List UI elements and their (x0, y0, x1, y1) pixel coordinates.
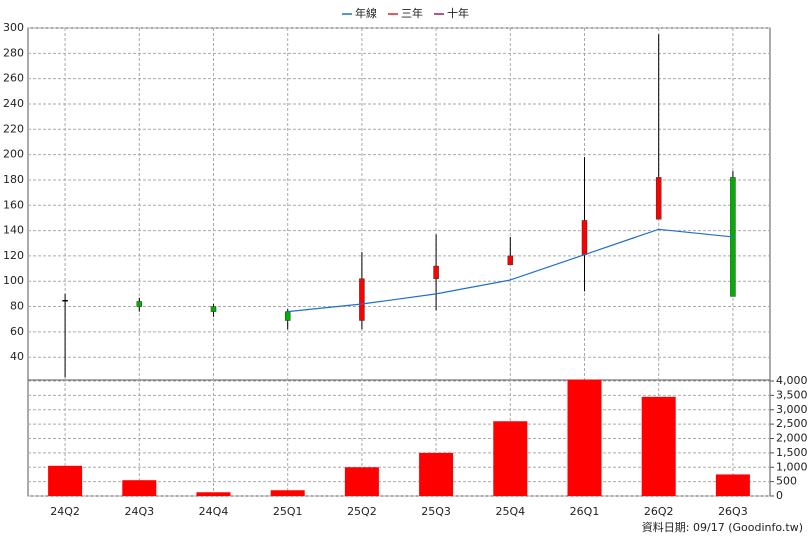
candle-body (136, 301, 143, 307)
x-tick-label: 25Q2 (347, 505, 377, 518)
y2-tick-label: 2,000 (776, 432, 808, 445)
volume-bar (122, 480, 157, 496)
y2-tick-label: 1,000 (776, 460, 808, 473)
x-tick-label: 26Q3 (718, 505, 748, 518)
volume-bar (419, 452, 454, 496)
y-tick-label: 280 (3, 46, 24, 59)
x-tick-label: 25Q3 (421, 505, 451, 518)
y2-tick-label: 500 (776, 475, 797, 488)
x-tick-label: 24Q3 (124, 505, 154, 518)
x-tick-label: 26Q1 (570, 505, 600, 518)
y-tick-label: 120 (3, 249, 24, 262)
y-tick-label: 140 (3, 224, 24, 237)
volume-bar (270, 490, 305, 496)
candle-body (507, 255, 514, 266)
y-tick-label: 200 (3, 148, 24, 161)
y2-tick-label: 2,500 (776, 417, 808, 430)
volume-bar (641, 396, 676, 496)
y-tick-label: 60 (10, 325, 24, 338)
candle-body (433, 265, 439, 279)
x-tick-label: 25Q1 (273, 505, 303, 518)
y-tick-label: 160 (3, 198, 24, 211)
y2-tick-label: 3,000 (776, 403, 808, 416)
y2-tick-label: 4,000 (776, 374, 808, 387)
x-tick-label: 24Q4 (199, 505, 229, 518)
y2-tick-label: 0 (776, 489, 783, 502)
y-tick-label: 180 (3, 173, 24, 186)
legend-label: 三年 (401, 6, 423, 20)
y-tick-label: 260 (3, 72, 24, 85)
y2-tick-label: 3,500 (776, 388, 808, 401)
x-tick-label: 24Q2 (50, 505, 80, 518)
series-line (287, 228, 733, 313)
y-tick-label: 100 (3, 274, 24, 287)
x-tick-label: 26Q2 (644, 505, 674, 518)
volume-bar (196, 492, 231, 496)
volume-bar (48, 465, 83, 496)
source-note: 資料日期: 09/17 (Goodinfo.tw) (642, 520, 803, 534)
legend-label: 年線 (355, 6, 377, 20)
y2-tick-label: 1,500 (776, 446, 808, 459)
candle-body (581, 220, 588, 255)
legend-label: 十年 (447, 6, 469, 20)
x-tick-label: 25Q4 (495, 505, 525, 518)
candle-body (210, 306, 217, 312)
y-tick-label: 300 (3, 21, 24, 34)
candle-body (359, 278, 365, 321)
y-tick-label: 80 (10, 300, 24, 313)
volume-bar (567, 379, 602, 496)
y-tick-label: 40 (10, 350, 24, 363)
y-tick-label: 240 (3, 97, 24, 110)
volume-bar (493, 421, 528, 496)
candle-body (62, 299, 68, 302)
volume-bar (344, 467, 379, 496)
candle-body (284, 311, 291, 321)
volume-bar (715, 474, 750, 496)
candle-body (655, 177, 662, 220)
y-tick-label: 220 (3, 122, 24, 135)
